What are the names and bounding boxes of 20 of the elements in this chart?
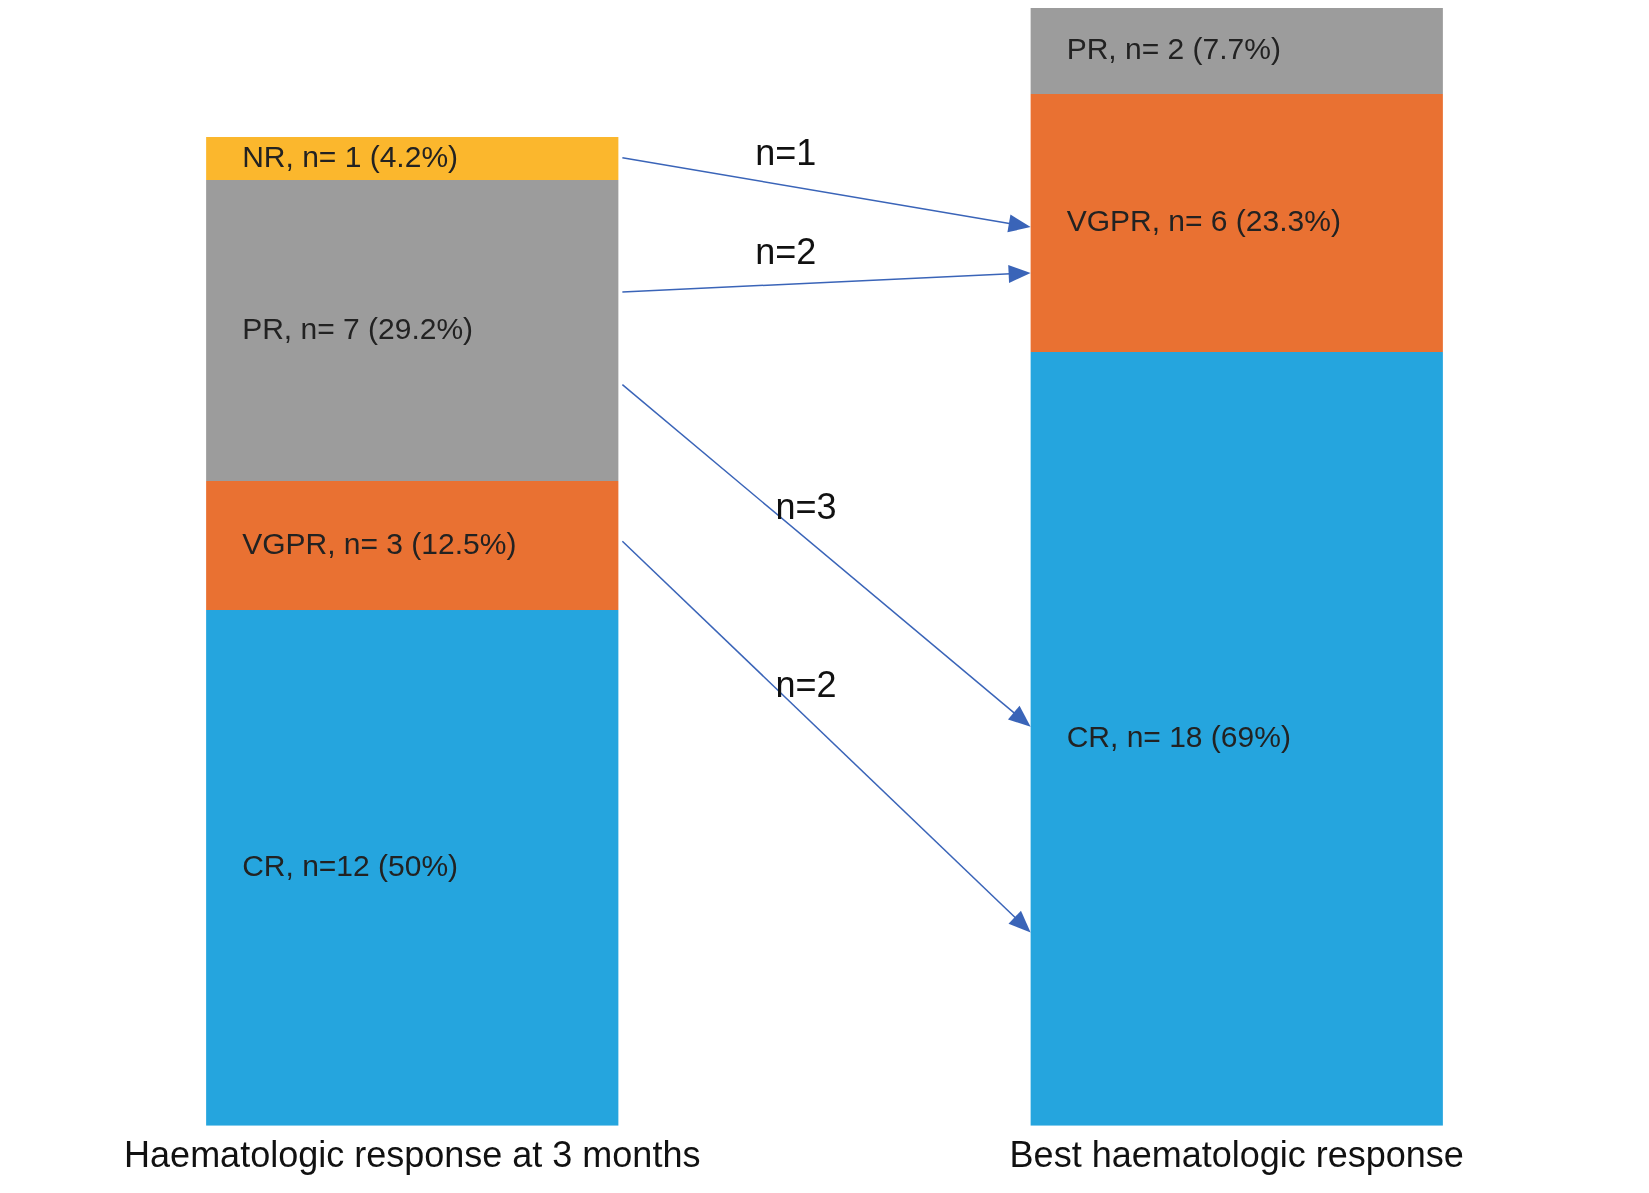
annotation: n=2 [775,664,837,706]
data-label: CR, n= 18 (69%) [1066,720,1291,754]
bar [206,136,619,180]
data-label: VGPR, n= 6 (23.3%) [1066,204,1341,238]
bar [206,480,619,610]
data-label: NR, n= 1 (4.2%) [242,139,459,173]
data-label: PR, n= 2 (7.7%) [1066,32,1281,66]
data-label: VGPR, n= 3 (12.5%) [242,526,517,560]
data-label: CR, n=12 (50%) [242,849,459,883]
x-tick-label: Best haematologic response [1009,1134,1464,1176]
annotation: n=3 [775,485,837,527]
annotation: n=2 [755,231,817,273]
data-label: PR, n= 7 (29.2%) [242,311,474,345]
bar [1030,93,1443,352]
bar [206,609,619,1126]
bar [1030,8,1443,94]
bar [1030,351,1443,1126]
bar [206,179,619,481]
annotation: n=1 [755,132,817,174]
x-tick-label: Haematologic response at 3 months [124,1134,701,1176]
